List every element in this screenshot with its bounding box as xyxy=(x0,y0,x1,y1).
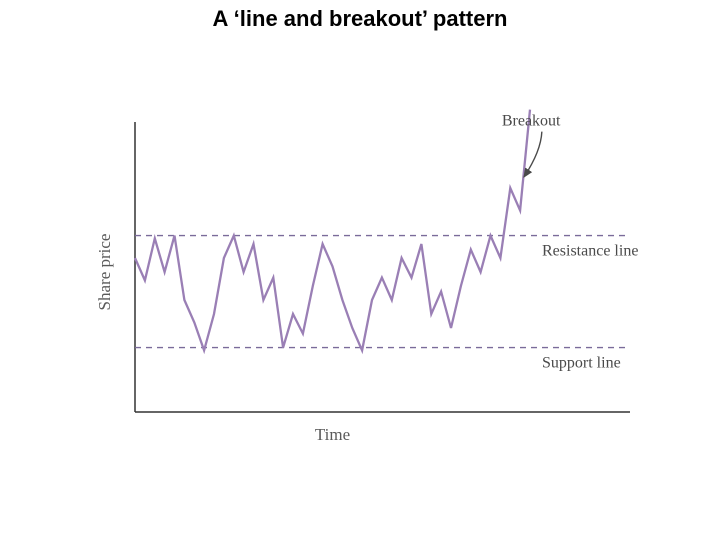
chart-title: A ‘line and breakout’ pattern xyxy=(0,0,720,32)
resistance-label: Resistance line xyxy=(542,243,638,260)
breakout-label: Breakout xyxy=(502,113,561,130)
price-series xyxy=(135,110,530,351)
y-axis-label: Share price xyxy=(95,234,114,311)
line-breakout-chart: Share price Time Resistance line Support li… xyxy=(0,32,720,532)
support-label: Support line xyxy=(542,355,621,372)
x-axis-label: Time xyxy=(315,425,350,444)
